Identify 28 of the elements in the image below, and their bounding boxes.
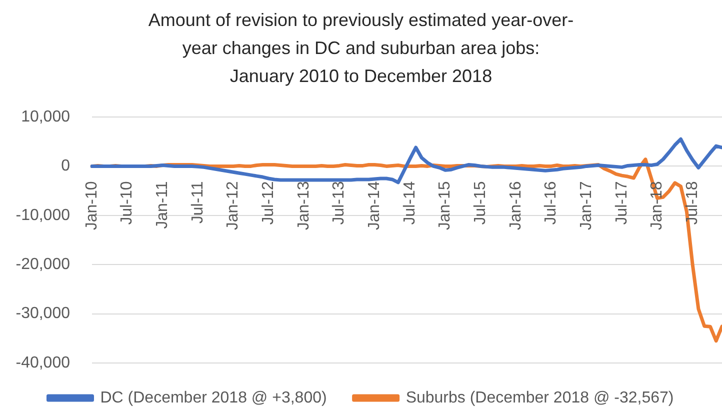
chart-subtitle: January 2010 to December 2018	[230, 65, 492, 88]
y-tick-label: -40,000	[16, 354, 70, 372]
x-tick-label: Jan-17	[578, 181, 595, 230]
y-tick-label: -20,000	[16, 256, 70, 274]
legend-label: DC (December 2018 @ +3,800)	[100, 389, 327, 406]
x-tick-label: Jan-13	[295, 181, 312, 230]
x-tick-label: Jul-17	[613, 181, 630, 225]
y-tick-label: -10,000	[16, 206, 70, 224]
x-tick-label: Jul-12	[260, 181, 278, 225]
x-tick-label: Jul-15	[472, 181, 490, 225]
y-tick-label: 10,000	[21, 108, 70, 126]
x-tick-label: Jan-16	[507, 181, 524, 230]
x-tick-label: Jan-12	[224, 181, 242, 230]
x-tick-label: Jan-14	[366, 181, 384, 230]
x-tick-label: Jul-10	[118, 181, 136, 225]
x-tick-label: Jan-10	[83, 181, 100, 230]
legend-label: Suburbs (December 2018 @ -32,567)	[406, 389, 674, 406]
x-tick-label: Jul-18	[684, 181, 701, 225]
x-tick-label: Jan-11	[154, 181, 172, 229]
x-tick-label: Jul-13	[330, 181, 348, 225]
x-tick-label: Jan-15	[436, 181, 454, 230]
x-tick-label: Jul-11	[189, 181, 206, 224]
y-tick-label: 0	[61, 158, 70, 175]
x-tick-label: Jul-16	[542, 181, 560, 225]
chart-title: Amount of revision to previously estimated year-over-year changes in DC and suburban area jobs:	[147, 9, 575, 60]
x-tick-label: Jan-18	[648, 181, 666, 230]
x-tick-label: Jul-14	[401, 181, 418, 225]
y-tick-label: -30,000	[16, 305, 70, 322]
